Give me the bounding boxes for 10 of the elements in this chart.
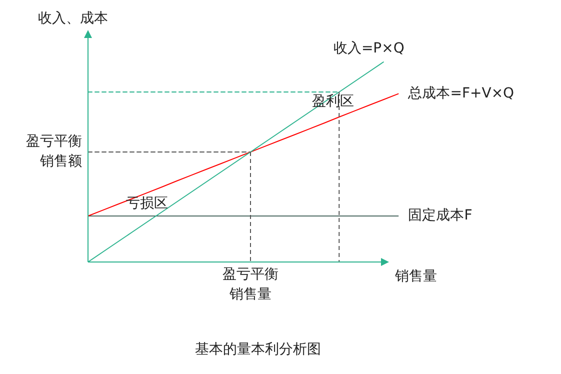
series-label: 固定成本F bbox=[408, 208, 472, 224]
y-axis-title: 收入、成本 bbox=[38, 10, 108, 27]
annotation: 盈利区 bbox=[312, 94, 354, 110]
series-label: 收入=P×Q bbox=[333, 40, 404, 57]
x-axis-title: 销售量 bbox=[394, 268, 437, 285]
series-label: 总成本=F+V×Q bbox=[407, 85, 514, 102]
text: 盈亏平衡销售量 bbox=[222, 266, 278, 303]
annotation: 盈亏平衡销售额 bbox=[26, 134, 82, 170]
annotation: 亏损区 bbox=[126, 196, 168, 212]
text: 基本的量本利分析图 bbox=[195, 342, 321, 358]
